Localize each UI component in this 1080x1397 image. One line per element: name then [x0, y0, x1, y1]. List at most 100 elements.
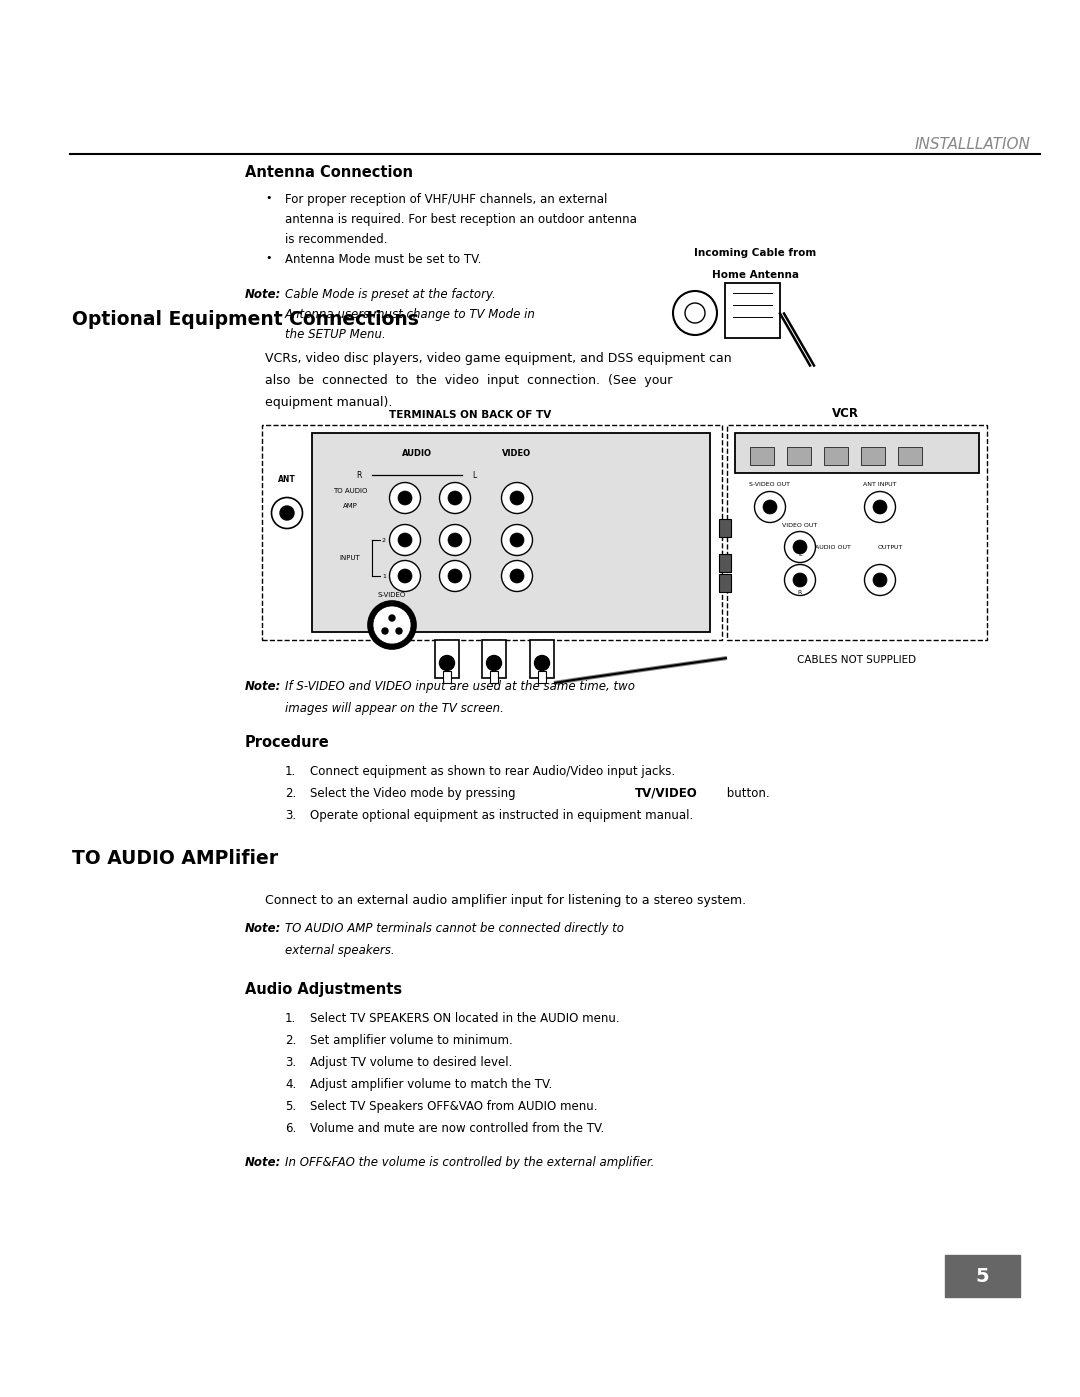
Text: TO AUDIO: TO AUDIO: [333, 488, 367, 495]
Text: Select TV Speakers OFF&VAO from AUDIO menu.: Select TV Speakers OFF&VAO from AUDIO me…: [310, 1099, 597, 1113]
Text: Operate optional equipment as instructed in equipment manual.: Operate optional equipment as instructed…: [310, 809, 693, 821]
Bar: [727, 425, 987, 640]
Circle shape: [440, 482, 471, 514]
Text: VIDEO: VIDEO: [502, 448, 531, 457]
Circle shape: [762, 500, 777, 514]
Circle shape: [535, 655, 550, 671]
Text: 2.: 2.: [285, 787, 296, 800]
Text: Antenna Mode must be set to TV.: Antenna Mode must be set to TV.: [285, 253, 482, 265]
Text: images will appear on the TV screen.: images will appear on the TV screen.: [285, 703, 504, 715]
Circle shape: [390, 524, 420, 556]
Bar: [490, 671, 498, 683]
Text: Set amplifier volume to minimum.: Set amplifier volume to minimum.: [310, 1034, 513, 1046]
Bar: [897, 447, 922, 465]
Text: Audio Adjustments: Audio Adjustments: [245, 982, 402, 997]
Circle shape: [440, 524, 471, 556]
Text: Home Antenna: Home Antenna: [712, 270, 798, 279]
Circle shape: [399, 534, 411, 548]
Text: VCRs, video disc players, video game equipment, and DSS equipment can: VCRs, video disc players, video game equ…: [265, 352, 731, 365]
Circle shape: [390, 560, 420, 591]
Bar: [435, 640, 459, 678]
Text: AMP: AMP: [342, 503, 357, 509]
Text: antenna is required. For best reception an outdoor antenna: antenna is required. For best reception …: [285, 212, 637, 226]
Text: S-VIDEO: S-VIDEO: [378, 592, 406, 598]
Circle shape: [448, 490, 462, 504]
Circle shape: [448, 534, 462, 548]
Circle shape: [399, 569, 411, 583]
Bar: [482, 640, 507, 678]
Text: TV/VIDEO: TV/VIDEO: [635, 787, 698, 800]
Text: TERMINALS ON BACK OF TV: TERMINALS ON BACK OF TV: [389, 409, 551, 420]
Text: ANT: ANT: [279, 475, 296, 485]
Text: TO AUDIO AMPlifier: TO AUDIO AMPlifier: [72, 849, 279, 868]
Text: Note:: Note:: [245, 1155, 282, 1169]
Text: CABLES NOT SUPPLIED: CABLES NOT SUPPLIED: [797, 655, 917, 665]
Text: L: L: [472, 471, 476, 479]
Bar: [750, 447, 774, 465]
Text: Connect equipment as shown to rear Audio/Video input jacks.: Connect equipment as shown to rear Audio…: [310, 766, 675, 778]
Circle shape: [501, 482, 532, 514]
Text: Connect to an external audio amplifier input for listening to a stereo system.: Connect to an external audio amplifier i…: [265, 894, 746, 907]
Text: VIDEO OUT: VIDEO OUT: [782, 522, 818, 528]
Text: Antenna Connection: Antenna Connection: [245, 165, 413, 180]
Circle shape: [510, 490, 524, 504]
Bar: [787, 447, 811, 465]
Circle shape: [864, 564, 895, 595]
Text: also  be  connected  to  the  video  input  connection.  (See  your: also be connected to the video input con…: [265, 374, 673, 387]
Text: R: R: [798, 591, 802, 595]
Bar: [312, 433, 710, 631]
Circle shape: [873, 500, 887, 514]
Text: L: L: [798, 552, 801, 557]
Text: button.: button.: [723, 787, 770, 800]
Circle shape: [399, 490, 411, 504]
Text: AUDIO: AUDIO: [402, 448, 432, 457]
Circle shape: [368, 601, 416, 650]
Circle shape: [873, 573, 887, 587]
Text: 1.: 1.: [285, 766, 296, 778]
Bar: [719, 555, 731, 571]
Circle shape: [864, 492, 895, 522]
Circle shape: [784, 564, 815, 595]
Circle shape: [501, 560, 532, 591]
Text: 3.: 3.: [285, 809, 296, 821]
Text: ANT INPUT: ANT INPUT: [863, 482, 896, 488]
Circle shape: [501, 524, 532, 556]
Text: Procedure: Procedure: [245, 735, 329, 750]
Bar: [824, 447, 848, 465]
Text: OUTPUT: OUTPUT: [877, 545, 903, 549]
Circle shape: [486, 655, 501, 671]
Bar: [945, 1255, 1020, 1296]
Text: For proper reception of VHF/UHF channels, an external: For proper reception of VHF/UHF channels…: [285, 193, 607, 205]
Text: 3.: 3.: [285, 1056, 296, 1069]
Circle shape: [440, 655, 455, 671]
Text: 6.: 6.: [285, 1122, 296, 1134]
Circle shape: [389, 615, 395, 622]
Text: external speakers.: external speakers.: [285, 944, 394, 957]
Text: TO AUDIO AMP terminals cannot be connected directly to: TO AUDIO AMP terminals cannot be connect…: [285, 922, 624, 935]
Circle shape: [396, 629, 402, 634]
Circle shape: [390, 482, 420, 514]
Text: INSTALLLATION: INSTALLLATION: [914, 137, 1030, 152]
Text: Incoming Cable from: Incoming Cable from: [693, 249, 816, 258]
Text: 2: 2: [382, 538, 386, 542]
Text: 5.: 5.: [285, 1099, 296, 1113]
Text: In OFF&FAO the volume is controlled by the external amplifier.: In OFF&FAO the volume is controlled by t…: [285, 1155, 654, 1169]
Text: Note:: Note:: [245, 680, 282, 693]
Bar: [719, 574, 731, 592]
Text: Cable Mode is preset at the factory.: Cable Mode is preset at the factory.: [285, 288, 496, 300]
Text: •: •: [265, 253, 271, 263]
Bar: [443, 671, 451, 683]
Circle shape: [271, 497, 302, 528]
Bar: [719, 520, 731, 536]
Text: Select the Video mode by pressing: Select the Video mode by pressing: [310, 787, 519, 800]
Circle shape: [440, 560, 471, 591]
Text: Antenna users must change to TV Mode in: Antenna users must change to TV Mode in: [285, 307, 536, 321]
Text: •: •: [265, 193, 271, 203]
Text: Adjust amplifier volume to match the TV.: Adjust amplifier volume to match the TV.: [310, 1078, 552, 1091]
Text: equipment manual).: equipment manual).: [265, 395, 392, 409]
Text: AUDIO OUT: AUDIO OUT: [815, 545, 851, 549]
Text: R: R: [356, 471, 362, 479]
Text: 4.: 4.: [285, 1078, 296, 1091]
Text: 2.: 2.: [285, 1034, 296, 1046]
Circle shape: [280, 506, 294, 520]
